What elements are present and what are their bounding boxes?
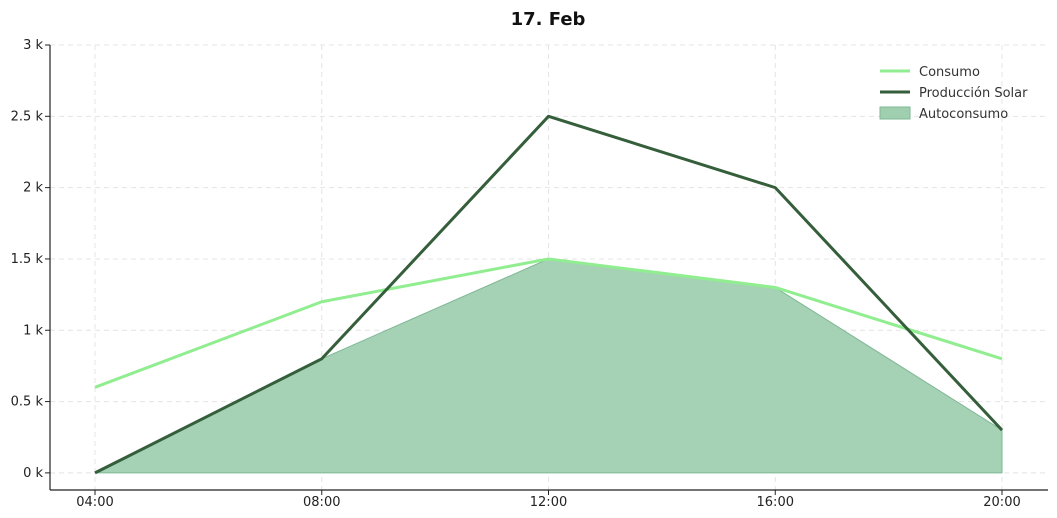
legend-label: Consumo <box>919 65 980 80</box>
x-tick-label: 20:00 <box>983 495 1020 510</box>
x-tick-label: 04:00 <box>76 495 113 510</box>
y-tick-label: 2 k <box>23 181 43 196</box>
legend: Consumo Producción Solar Autoconsumo <box>879 65 1028 122</box>
y-tick-label: 3 k <box>23 38 43 53</box>
chart-title: 17. Feb <box>511 9 586 30</box>
area-layer <box>94 258 1003 474</box>
x-tick-label: 08:00 <box>303 495 340 510</box>
y-tick-label: 1 k <box>23 323 43 338</box>
legend-label: Autoconsumo <box>919 107 1008 122</box>
x-tick-label: 16:00 <box>757 495 794 510</box>
y-tick-label: 0 k <box>23 466 43 481</box>
legend-swatch <box>879 106 911 120</box>
y-tick-label: 0.5 k <box>11 395 44 410</box>
legend-label: Producción Solar <box>919 86 1028 101</box>
area-autoconsumo <box>94 258 1003 474</box>
line-layer <box>94 114 1004 475</box>
y-tick-label: 1.5 k <box>11 252 44 267</box>
axes: 0 k 0.5 k 1 k 1.5 k 2 k 2.5 k 3 k 04:00 08:00 12:… <box>11 38 1048 510</box>
y-tick-label: 2.5 k <box>11 109 44 124</box>
x-tick-label: 12:00 <box>530 495 567 510</box>
